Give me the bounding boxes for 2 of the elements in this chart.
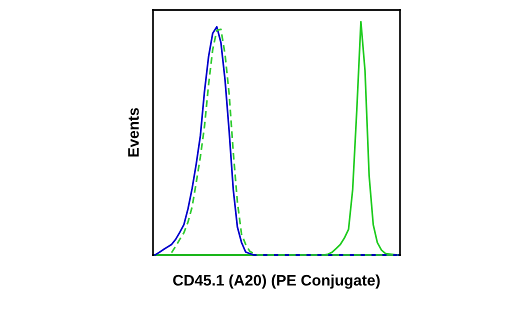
y-axis-title: Events (128, 108, 139, 157)
x-axis-title: CD45.1 (A20) (PE Conjugate) (173, 274, 380, 289)
